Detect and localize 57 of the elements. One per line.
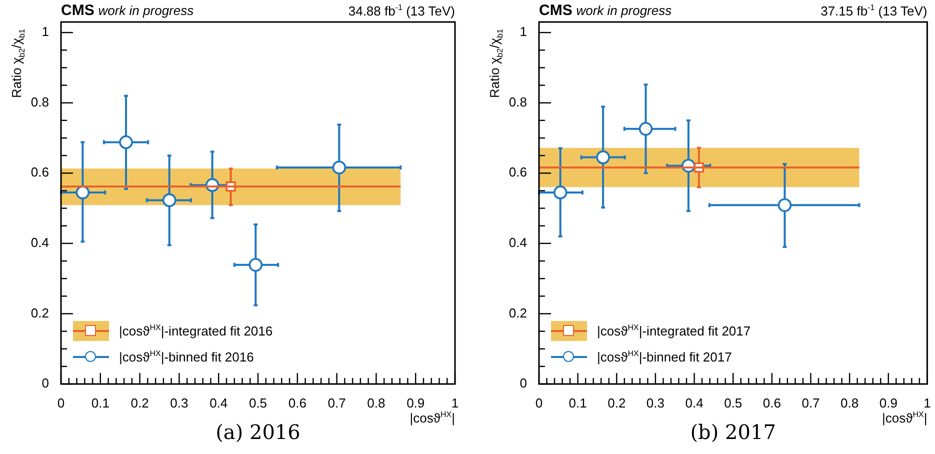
y-tick-label: 0.2 <box>508 305 527 320</box>
x-tick-label: 0.1 <box>568 395 587 410</box>
x-tick-label: 0.5 <box>724 395 742 410</box>
x-tick-label: 0.7 <box>802 395 820 410</box>
point <box>76 186 90 200</box>
legend-label: |cosϑ$^{HX}$|-integrated fit 2016 <box>119 323 273 339</box>
point <box>778 198 792 212</box>
x-tick-label: 0.9 <box>406 395 425 410</box>
legend-label: |cosϑ$^{HX}$|-binned fit 2016 <box>119 349 254 365</box>
point <box>248 258 263 272</box>
y-tick-label: 0.6 <box>508 164 527 180</box>
x-tick-label: 0 <box>535 395 543 410</box>
x-tick-label: 0.6 <box>762 395 781 410</box>
text: 37.15 fb$^{-1}$ (13 TeV) <box>820 3 928 18</box>
y-tick-label: 1 <box>520 24 527 40</box>
x-tick-label: 0.1 <box>91 395 110 410</box>
point <box>332 160 346 174</box>
legend-label: |cosϑ$^{HX}$|-integrated fit 2017 <box>597 323 751 339</box>
x-tick-label: 0.2 <box>608 395 626 410</box>
x-axis-title: |cosϑ$^{HX}$| <box>410 410 455 426</box>
x-tick-label: 0.4 <box>685 395 704 410</box>
y-tick-label: 0.8 <box>508 94 527 110</box>
x-tick-label: 0 <box>57 395 65 410</box>
text: (b) 2017 <box>690 420 776 444</box>
x-tick-label: 0.9 <box>879 395 898 410</box>
x-tick-label: 0.6 <box>288 395 306 410</box>
y-tick-label: 0 <box>42 376 49 391</box>
x-tick-label: 0.8 <box>367 395 386 410</box>
x-tick-label: 1 <box>451 395 459 410</box>
y-tick-label: 0 <box>520 376 527 391</box>
y-tick-label: 0.6 <box>30 164 49 180</box>
chart-title: CMS <box>61 2 94 19</box>
y-tick-label: 0.4 <box>30 234 49 250</box>
y-tick-label: 0.8 <box>30 94 49 110</box>
chart-subtitle: work in progress <box>576 3 672 18</box>
x-axis-title: |cosϑ$^{HX}$| <box>882 410 928 426</box>
point <box>553 186 568 200</box>
point <box>119 135 133 150</box>
y-tick-label: 0.4 <box>508 234 527 250</box>
x-tick-label: 1 <box>924 395 931 410</box>
x-tick-label: 0.8 <box>840 395 859 410</box>
point <box>638 122 653 136</box>
y-tick-label: 1 <box>42 24 49 40</box>
x-tick-label: 0.2 <box>130 395 149 410</box>
point <box>596 150 610 164</box>
legend-label: |cosϑ$^{HX}$|-binned fit 2017 <box>597 349 732 365</box>
x-tick-label: 0.4 <box>210 395 228 410</box>
x-tick-label: 0.5 <box>248 395 268 410</box>
text: 34.88 fb$^{-1}$ (13 TeV) <box>348 3 455 18</box>
chart-title: CMS <box>539 2 572 19</box>
x-tick-label: 0.3 <box>646 395 664 410</box>
text: (a) 2016 <box>216 420 300 444</box>
point <box>162 193 176 208</box>
x-tick-label: 0.3 <box>170 395 188 410</box>
x-tick-label: 0.7 <box>328 395 346 410</box>
chart-subtitle: work in progress <box>98 3 194 18</box>
y-tick-label: 0.2 <box>30 305 49 320</box>
